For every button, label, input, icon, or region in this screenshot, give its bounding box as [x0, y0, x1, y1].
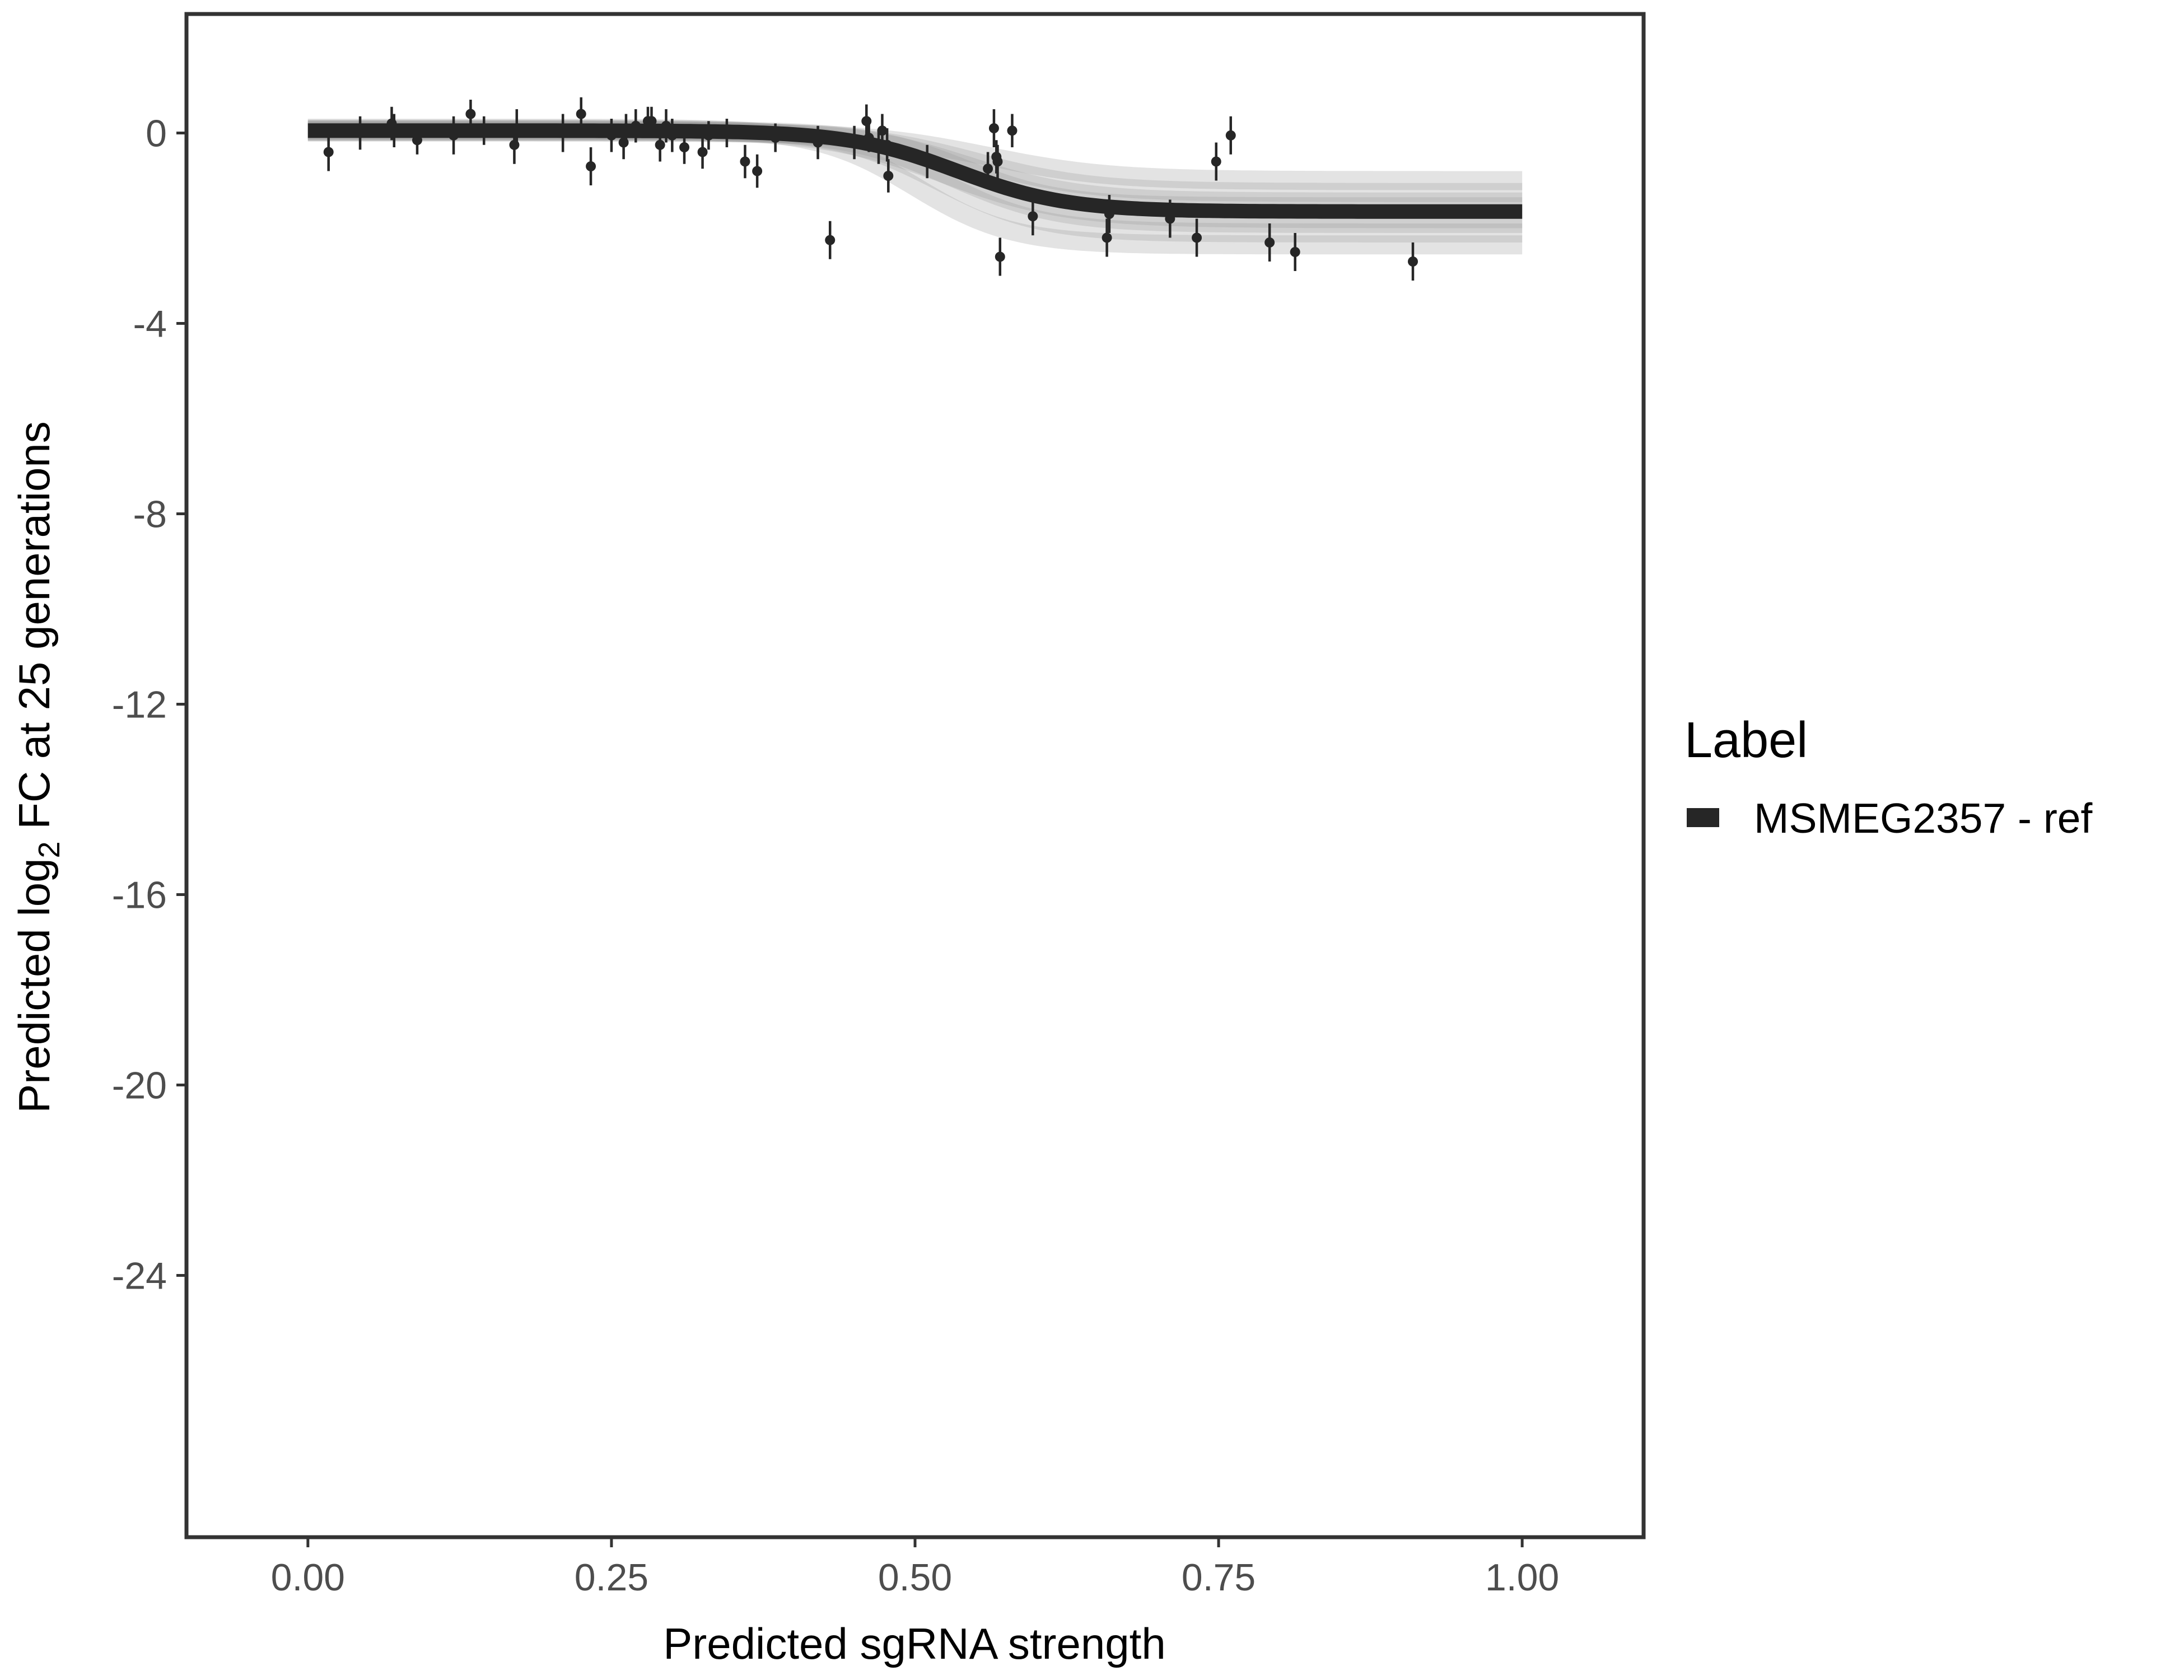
- data-point: [877, 125, 888, 136]
- x-tick-label: 0.00: [271, 1556, 345, 1599]
- y-axis-title-prefix: Predicted log: [10, 858, 59, 1113]
- data-point: [752, 166, 763, 176]
- data-point: [509, 139, 520, 150]
- data-point: [1290, 247, 1300, 257]
- data-point: [618, 137, 629, 148]
- data-point: [576, 109, 586, 119]
- data-point: [992, 156, 1003, 167]
- data-point: [1192, 232, 1202, 243]
- y-tick-label: -8: [133, 493, 167, 536]
- x-tick-label: 0.50: [878, 1556, 952, 1599]
- y-tick-label: -12: [112, 684, 167, 726]
- data-point: [323, 147, 334, 157]
- x-axis: 0.00 0.25 0.50 0.75 1.00: [271, 1537, 1559, 1599]
- data-point: [861, 116, 872, 127]
- data-point: [983, 164, 993, 174]
- y-tick-label: -24: [112, 1255, 167, 1298]
- x-tick-label: 0.25: [575, 1556, 648, 1599]
- data-point: [586, 161, 596, 171]
- data-point: [679, 142, 690, 152]
- x-axis-title: Predicted sgRNA strength: [663, 1619, 1165, 1668]
- y-axis-title-suffix: FC at 25 generations: [10, 421, 59, 841]
- data-point: [697, 147, 708, 157]
- data-point: [1028, 211, 1038, 222]
- legend-entry-label: MSMEG2357 - ref: [1754, 795, 2093, 842]
- data-point: [883, 171, 894, 181]
- y-tick-label: -4: [133, 303, 167, 346]
- data-point: [740, 156, 750, 167]
- y-tick-label: 0: [146, 113, 167, 155]
- legend-title: Label: [1684, 712, 1808, 768]
- x-tick-label: 1.00: [1485, 1556, 1559, 1599]
- y-axis: 0 -4 -8 -12 -16 -20 -24: [112, 113, 186, 1298]
- data-point: [1211, 156, 1221, 167]
- x-tick-label: 0.75: [1182, 1556, 1256, 1599]
- fit-curve: [307, 123, 1523, 219]
- y-axis-title-subscript: 2: [32, 841, 66, 858]
- data-point: [1264, 237, 1275, 248]
- y-axis-title: Predicted log2 FC at 25 generations: [10, 421, 66, 1113]
- y-tick-label: -16: [112, 874, 167, 917]
- y-tick-label: -20: [112, 1065, 167, 1107]
- data-point: [1225, 130, 1236, 141]
- data-point: [465, 109, 476, 119]
- data-point: [988, 123, 999, 133]
- legend: Label MSMEG2357 - ref: [1684, 712, 2093, 842]
- data-point: [1102, 232, 1112, 243]
- data-point: [1007, 125, 1018, 136]
- data-point: [655, 139, 665, 150]
- legend-key-msmeg2357-ref: [1687, 808, 1719, 827]
- data-point: [995, 251, 1005, 262]
- data-point: [1408, 256, 1418, 267]
- data-point: [825, 235, 836, 245]
